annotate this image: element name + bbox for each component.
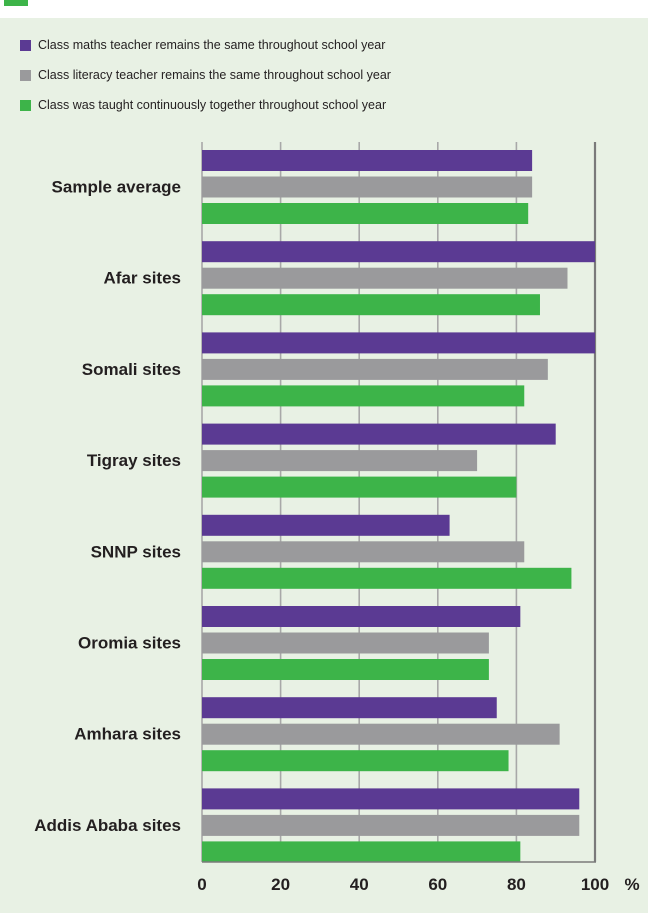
category-label: Oromia sites — [78, 633, 181, 652]
legend-item-continuous: Class was taught continuously together t… — [20, 97, 386, 113]
legend-label-maths: Class maths teacher remains the same thr… — [38, 38, 386, 52]
category-label: Amhara sites — [74, 725, 181, 744]
x-tick-label: 0 — [197, 875, 206, 894]
bar — [202, 750, 509, 772]
bar — [202, 697, 497, 719]
bar — [202, 632, 489, 654]
legend-item-maths: Class maths teacher remains the same thr… — [20, 37, 385, 53]
bar — [202, 385, 525, 407]
bar — [202, 176, 533, 198]
bar — [202, 294, 540, 316]
bar — [202, 267, 568, 289]
x-tick-label: 40 — [350, 875, 369, 894]
category-label: Afar sites — [104, 269, 181, 288]
bar — [202, 723, 560, 745]
x-tick-label: 100 — [581, 875, 609, 894]
bar — [202, 150, 533, 171]
legend-swatch-maths — [20, 39, 31, 51]
bar — [202, 241, 595, 263]
category-label: Somali sites — [82, 360, 181, 379]
category-label: Tigray sites — [87, 451, 181, 470]
bar — [202, 514, 450, 536]
category-label: SNNP sites — [91, 542, 181, 561]
legend-item-literacy: Class literacy teacher remains the same … — [20, 67, 391, 83]
category-label: Sample average — [52, 177, 181, 196]
bar — [202, 788, 580, 810]
x-tick-label: 20 — [271, 875, 290, 894]
bar — [202, 358, 548, 380]
bar — [202, 423, 556, 445]
legend-swatch-literacy — [20, 69, 31, 81]
bar — [202, 841, 521, 863]
category-label: Addis Ababa sites — [34, 816, 181, 835]
legend-swatch-continuous — [20, 99, 31, 111]
legend-label-literacy: Class literacy teacher remains the same … — [38, 68, 391, 82]
bar — [202, 450, 478, 472]
bar — [202, 541, 525, 563]
bar — [202, 606, 521, 627]
bar — [202, 567, 572, 589]
bar — [202, 203, 529, 224]
bar — [202, 476, 517, 498]
bar — [202, 332, 595, 354]
bar — [202, 659, 489, 680]
header-accent — [4, 0, 28, 6]
x-tick-label: 80 — [507, 875, 526, 894]
legend-label-continuous: Class was taught continuously together t… — [38, 98, 387, 112]
bar — [202, 814, 580, 836]
top-strip — [0, 0, 648, 18]
x-tick-label: 60 — [428, 875, 447, 894]
x-axis-unit: % — [624, 875, 639, 894]
